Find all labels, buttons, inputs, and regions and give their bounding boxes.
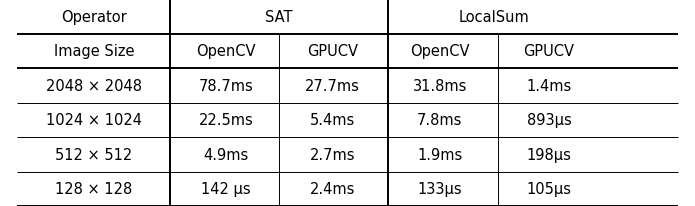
Text: 5.4ms: 5.4ms (309, 113, 355, 128)
Text: 893μs: 893μs (527, 113, 571, 128)
Text: 142 μs: 142 μs (201, 181, 251, 196)
Text: 27.7ms: 27.7ms (305, 78, 359, 93)
Text: OpenCV: OpenCV (410, 44, 470, 59)
Text: OpenCV: OpenCV (196, 44, 256, 59)
Text: 2048 × 2048: 2048 × 2048 (46, 78, 142, 93)
Text: 512 × 512: 512 × 512 (55, 147, 133, 162)
Text: 7.8ms: 7.8ms (417, 113, 463, 128)
Text: 133μs: 133μs (418, 181, 462, 196)
Text: 1.4ms: 1.4ms (526, 78, 572, 93)
Text: 2.7ms: 2.7ms (309, 147, 355, 162)
Text: Image Size: Image Size (54, 44, 134, 59)
Text: 2.4ms: 2.4ms (309, 181, 355, 196)
Text: LocalSum: LocalSum (459, 10, 530, 25)
Text: 4.9ms: 4.9ms (203, 147, 249, 162)
Text: GPUCV: GPUCV (306, 44, 358, 59)
Text: Operator: Operator (61, 10, 126, 25)
Text: 31.8ms: 31.8ms (413, 78, 467, 93)
Text: 105μs: 105μs (527, 181, 571, 196)
Text: GPUCV: GPUCV (523, 44, 575, 59)
Text: 198μs: 198μs (527, 147, 571, 162)
Text: 22.5ms: 22.5ms (199, 113, 253, 128)
Text: 128 × 128: 128 × 128 (55, 181, 133, 196)
Text: 78.7ms: 78.7ms (199, 78, 253, 93)
Text: SAT: SAT (265, 10, 293, 25)
Text: 1024 × 1024: 1024 × 1024 (46, 113, 142, 128)
Text: 1.9ms: 1.9ms (417, 147, 463, 162)
